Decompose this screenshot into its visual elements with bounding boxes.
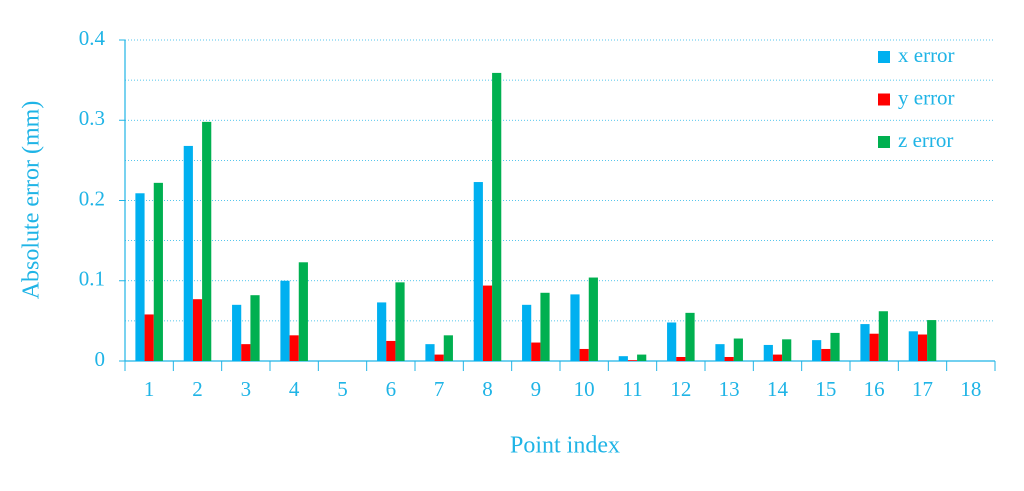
bar bbox=[395, 282, 405, 361]
y-tick-label: 0.1 bbox=[79, 267, 105, 291]
bar bbox=[386, 340, 396, 361]
bar bbox=[588, 277, 598, 361]
bar bbox=[298, 262, 308, 361]
legend-swatch bbox=[878, 51, 890, 63]
bar bbox=[192, 299, 203, 361]
bar bbox=[637, 354, 647, 361]
bar bbox=[482, 285, 493, 361]
x-tick-label: 16 bbox=[864, 377, 885, 401]
legend-label: y error bbox=[898, 85, 955, 109]
bar bbox=[280, 280, 290, 361]
bar bbox=[782, 339, 792, 361]
x-tick-label: 9 bbox=[531, 377, 542, 401]
bar bbox=[144, 314, 154, 361]
x-tick-label: 6 bbox=[386, 377, 397, 401]
bar bbox=[289, 335, 299, 361]
bar bbox=[772, 354, 783, 361]
y-tick-label: 0.3 bbox=[79, 106, 105, 130]
bar bbox=[860, 324, 870, 361]
x-tick-label: 2 bbox=[192, 377, 203, 401]
legend-label: z error bbox=[898, 128, 953, 152]
bar bbox=[676, 356, 686, 361]
legend-swatch bbox=[878, 136, 890, 148]
bar bbox=[685, 312, 695, 361]
bar bbox=[570, 294, 580, 361]
x-tick-label: 15 bbox=[815, 377, 836, 401]
bar bbox=[241, 344, 251, 361]
legend-label: x error bbox=[898, 43, 955, 67]
x-tick-label: 4 bbox=[289, 377, 300, 401]
bar bbox=[531, 342, 541, 361]
bar bbox=[830, 332, 840, 361]
x-tick-label: 11 bbox=[622, 377, 642, 401]
x-tick-label: 7 bbox=[434, 377, 445, 401]
bar bbox=[135, 193, 145, 361]
bar bbox=[232, 304, 242, 361]
bar bbox=[715, 344, 725, 361]
x-axis-title: Point index bbox=[510, 433, 620, 459]
bar bbox=[473, 182, 483, 361]
bar bbox=[434, 354, 444, 361]
bar bbox=[153, 182, 163, 361]
x-tick-label: 13 bbox=[719, 377, 740, 401]
bar bbox=[522, 304, 532, 361]
y-tick-label: 0 bbox=[95, 347, 106, 371]
x-tick-label: 5 bbox=[337, 377, 348, 401]
bar bbox=[763, 344, 773, 361]
bar bbox=[908, 331, 918, 361]
bar bbox=[492, 72, 502, 361]
bar bbox=[812, 340, 822, 361]
bar bbox=[202, 121, 212, 361]
bar bbox=[869, 333, 879, 361]
bar bbox=[878, 311, 888, 361]
y-tick-label: 0.4 bbox=[79, 26, 106, 50]
bar bbox=[425, 344, 435, 361]
bar bbox=[540, 292, 550, 361]
bar bbox=[627, 360, 638, 361]
bar bbox=[183, 145, 193, 361]
bar bbox=[579, 348, 589, 361]
legend-swatch bbox=[878, 93, 890, 106]
x-tick-label: 18 bbox=[960, 377, 981, 401]
x-tick-label: 3 bbox=[241, 377, 252, 401]
x-tick-label: 10 bbox=[574, 377, 595, 401]
bar bbox=[618, 356, 628, 361]
x-tick-label: 8 bbox=[482, 377, 493, 401]
x-tick-label: 12 bbox=[670, 377, 691, 401]
x-tick-label: 1 bbox=[144, 377, 155, 401]
bar bbox=[821, 348, 831, 361]
bar bbox=[927, 320, 937, 361]
bar bbox=[733, 338, 743, 361]
x-tick-label: 17 bbox=[912, 377, 933, 401]
y-tick-label: 0.2 bbox=[79, 186, 105, 210]
bar bbox=[250, 295, 260, 361]
bar bbox=[724, 356, 734, 361]
bar bbox=[443, 335, 453, 361]
x-tick-label: 14 bbox=[767, 377, 789, 401]
bar bbox=[917, 334, 928, 361]
bar bbox=[667, 322, 677, 361]
bar bbox=[377, 302, 387, 361]
y-axis-title: Absolute error (mm) bbox=[19, 101, 45, 300]
